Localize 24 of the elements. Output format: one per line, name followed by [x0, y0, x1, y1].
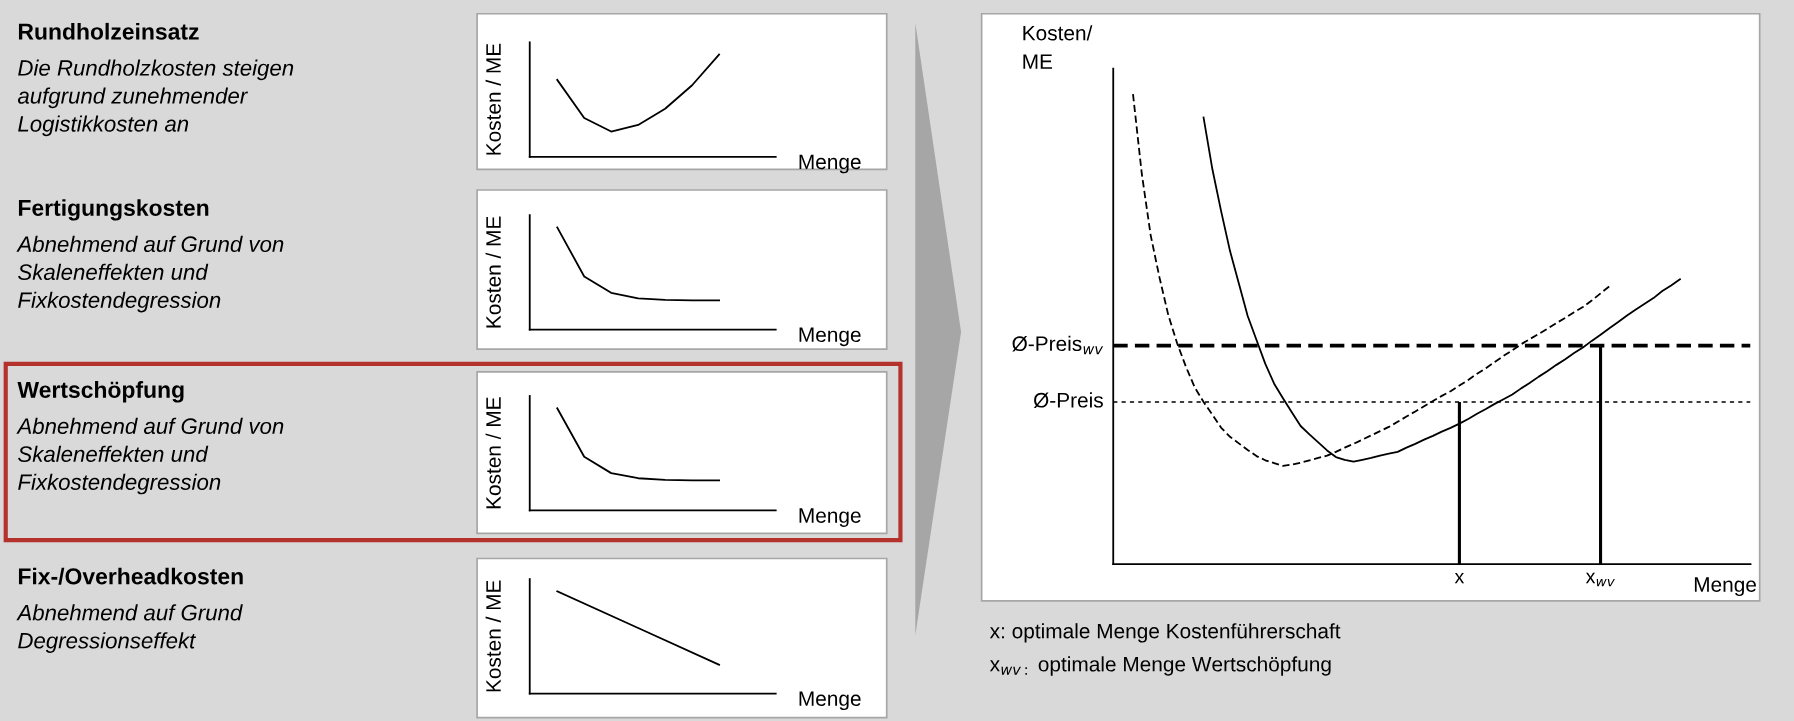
text: Die Rundholzkosten steigen aufgrund zunehmender Logistikkosten an	[17, 59, 294, 137]
y-axis-title: Kosten / ME	[485, 216, 501, 328]
y-axis-title: Kosten / ME	[485, 397, 501, 509]
ref-line-label: Ø-Preis$_{wv}$	[1012, 335, 1104, 355]
x-axis-title: Menge	[799, 327, 861, 347]
text: Fix-/Overheadkosten	[18, 567, 243, 585]
text: Abnehmend auf Grund von Skaleneffekten und Fixkostendegression	[16, 417, 284, 495]
text: x: optimale Menge Kostenführerschaft	[989, 623, 1341, 643]
y-axis-title: Kosten / ME	[485, 43, 501, 155]
x-axis-title: Menge	[799, 691, 861, 711]
y-axis-title: Kosten/ ME	[1023, 25, 1093, 69]
x-axis-title: Menge	[799, 508, 861, 527]
ref-line-label: Ø-Preis	[1033, 392, 1103, 408]
text: Rundholzeinsatz	[18, 22, 199, 40]
text: Wertschöpfung	[17, 381, 184, 403]
text: Abnehmend auf Grund Degressionseffekt	[16, 604, 243, 653]
x-axis-title: Menge	[1694, 577, 1756, 597]
x-tick-label: x$_{wv}$	[1585, 572, 1615, 587]
text: x$_{wv:}$ optimale Menge Wertschöpfung	[989, 656, 1331, 676]
text: Abnehmend auf Grund von Skaleneffekten und Fixkostendegression	[16, 235, 284, 313]
x-axis-title: Menge	[799, 154, 861, 174]
y-axis-title: Kosten / ME	[485, 580, 501, 692]
x-tick-label: x	[1454, 572, 1465, 584]
text: Fertigungskosten	[18, 199, 209, 221]
